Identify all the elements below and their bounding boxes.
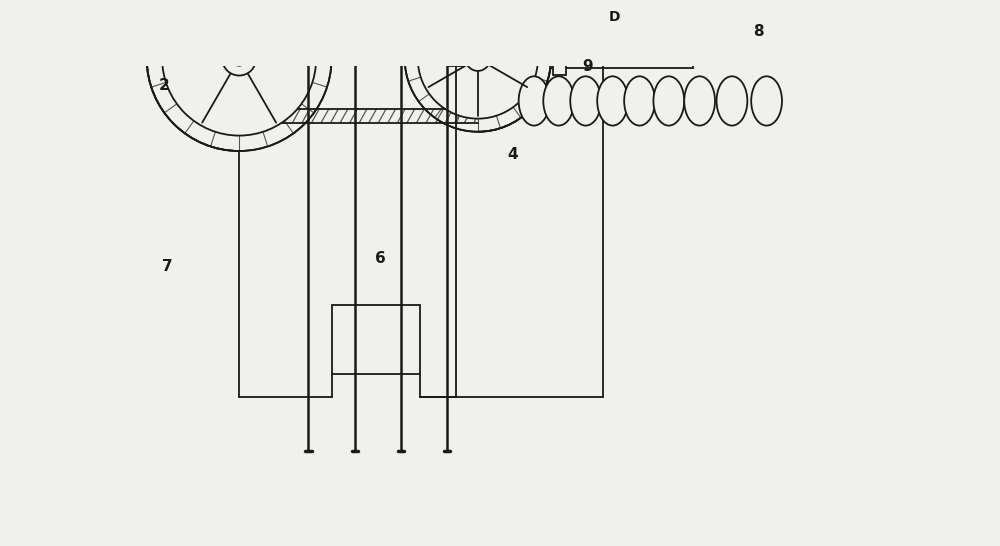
Bar <box>392 4 409 21</box>
Text: 4: 4 <box>507 147 518 162</box>
Ellipse shape <box>751 76 782 126</box>
Circle shape <box>162 0 316 135</box>
Circle shape <box>147 0 332 151</box>
Text: 2: 2 <box>159 78 170 93</box>
Ellipse shape <box>597 76 628 126</box>
Circle shape <box>466 46 490 71</box>
Text: 9: 9 <box>583 59 593 74</box>
Bar <box>449 52 463 66</box>
Bar <box>300 4 317 21</box>
Circle shape <box>405 0 551 132</box>
Circle shape <box>232 51 246 66</box>
Ellipse shape <box>519 76 549 126</box>
Ellipse shape <box>570 76 601 126</box>
Bar <box>553 43 566 75</box>
Ellipse shape <box>653 76 684 126</box>
Ellipse shape <box>684 76 715 126</box>
Circle shape <box>222 41 256 75</box>
Text: 3: 3 <box>151 0 162 1</box>
Text: 6: 6 <box>375 251 385 266</box>
Ellipse shape <box>624 76 655 126</box>
Text: 7: 7 <box>162 259 173 274</box>
Ellipse shape <box>717 76 747 126</box>
Bar <box>439 4 456 21</box>
Bar <box>346 4 363 21</box>
Ellipse shape <box>543 76 574 126</box>
Circle shape <box>418 0 538 118</box>
Text: 8: 8 <box>754 24 764 39</box>
Bar <box>332 305 420 375</box>
Circle shape <box>473 54 483 64</box>
Text: D: D <box>609 10 621 24</box>
